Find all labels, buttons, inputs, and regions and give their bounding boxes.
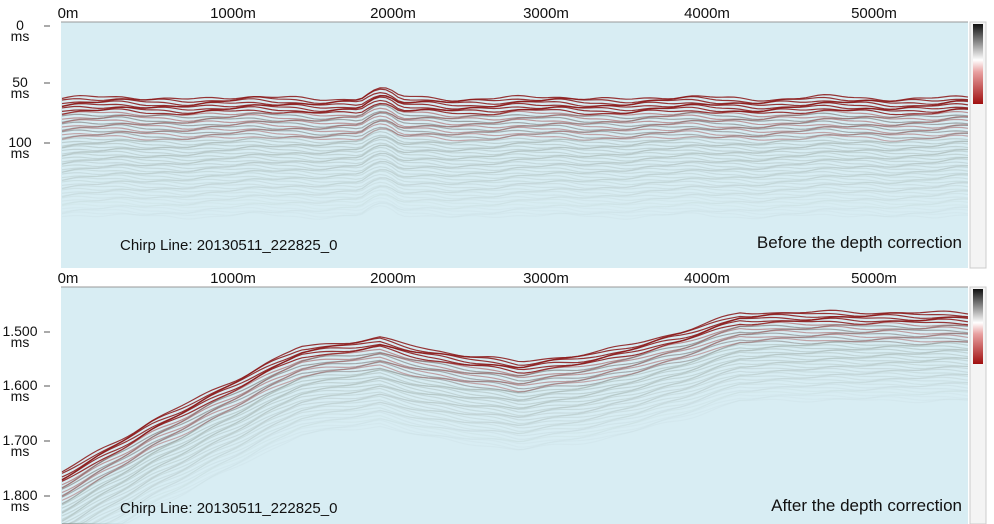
line-label: Chirp Line: 20130511_222825_0 [120,237,337,254]
y-axis-unit: ms [11,85,30,101]
x-axis-label: 2000m [370,5,416,22]
y-axis-unit: ms [11,388,30,404]
y-axis-unit: ms [11,443,30,459]
x-axis-label: 1000m [210,5,256,22]
colorbar [973,24,983,104]
x-axis-label: 4000m [684,270,730,287]
y-axis-unit: ms [11,498,30,514]
seismic-figure: 0m1000m2000m3000m4000m5000m0ms50ms100msC… [0,0,994,524]
y-axis-unit: ms [11,145,30,161]
x-axis-label: 5000m [851,5,897,22]
x-axis-label: 3000m [523,5,569,22]
x-axis-label: 0m [58,270,79,287]
line-label: Chirp Line: 20130511_222825_0 [120,500,337,517]
x-axis-label: 1000m [210,270,256,287]
caption: After the depth correction [771,496,962,515]
caption: Before the depth correction [757,233,962,252]
y-axis-unit: ms [11,28,30,44]
x-axis-label: 5000m [851,270,897,287]
y-axis-unit: ms [11,334,30,350]
x-axis-label: 4000m [684,5,730,22]
x-axis-label: 2000m [370,270,416,287]
x-axis-label: 3000m [523,270,569,287]
colorbar [973,289,983,364]
x-axis-label: 0m [58,5,79,22]
